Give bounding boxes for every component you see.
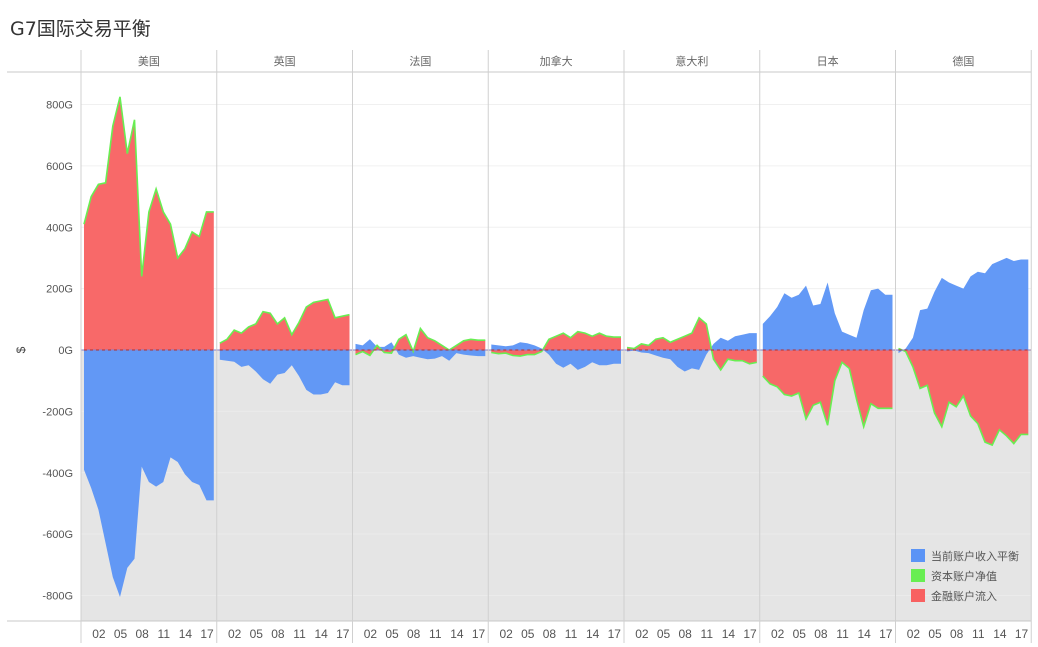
x-tick-label: 02: [635, 627, 649, 641]
x-tick-label: 11: [429, 627, 442, 641]
x-tick-label: 08: [543, 627, 557, 641]
x-tick-label: 17: [1015, 627, 1029, 641]
legend-label: 资本账户净值: [931, 569, 997, 583]
y-tick-label: -400G: [42, 468, 73, 480]
y-tick-label: -800G: [42, 591, 73, 603]
legend-swatch: [911, 589, 925, 602]
financial-account-area: [898, 348, 1029, 446]
x-tick-label: 17: [879, 627, 893, 641]
x-tick-label: 14: [857, 627, 871, 641]
capital-account-line: [83, 96, 214, 277]
x-tick-label: 05: [793, 627, 807, 641]
x-tick-label: 11: [701, 627, 714, 641]
x-tick-label: 17: [200, 627, 214, 641]
x-tick-label: 14: [586, 627, 600, 641]
frame-layer: [7, 50, 1032, 643]
x-tick-label: 11: [293, 627, 306, 641]
financial-account-area: [627, 317, 757, 370]
panel-label: 德国: [952, 54, 974, 68]
x-tick-label: 17: [472, 627, 486, 641]
financial-account-area: [84, 96, 214, 350]
panel-label: 法国: [409, 54, 431, 68]
x-tick-label: 05: [521, 627, 535, 641]
current-account-area: [762, 282, 893, 350]
x-tick-label: 05: [928, 627, 942, 641]
y-tick-label: -600G: [42, 529, 73, 541]
current-account-area: [84, 350, 214, 597]
x-tick-label: 11: [565, 627, 578, 641]
y-tick-label: 400G: [46, 222, 73, 234]
panel-label: 英国: [274, 54, 296, 68]
financial-account-area: [762, 350, 893, 427]
x-tick-label: 14: [993, 627, 1007, 641]
panel-label: 加拿大: [540, 54, 573, 68]
x-tick-label: 05: [657, 627, 671, 641]
area-layer: [81, 96, 1032, 597]
financial-account-area: [355, 328, 486, 356]
x-tick-label: 02: [499, 627, 513, 641]
y-tick-label: 600G: [46, 161, 73, 173]
x-tick-label: 17: [743, 627, 757, 641]
y-axis-label: $: [14, 346, 28, 353]
financial-account-area: [219, 299, 350, 350]
x-tick-label: 02: [907, 627, 921, 641]
y-tick-label: 200G: [46, 284, 73, 296]
capital-account-line: [626, 316, 757, 372]
x-tick-label: 08: [135, 627, 149, 641]
current-account-area: [219, 350, 350, 395]
capital-account-line: [219, 298, 350, 344]
y-tick-label: 800G: [46, 100, 73, 112]
capital-account-line: [491, 330, 621, 357]
x-tick-label: 17: [608, 627, 622, 641]
label-layer: 800G 600G 400G 200G 0G -200G -400G -600G -800G $ 美…: [14, 54, 1029, 641]
capital-account-line: [355, 326, 486, 357]
current-account-area: [898, 257, 1029, 354]
x-tick-label: 02: [228, 627, 242, 641]
x-tick-label: 05: [114, 627, 128, 641]
x-tick-label: 11: [158, 627, 171, 641]
x-tick-label: 14: [314, 627, 328, 641]
panel-label: 意大利: [675, 54, 708, 68]
x-tick-label: 14: [722, 627, 736, 641]
legend-swatch: [911, 569, 925, 582]
panel-label: 美国: [138, 55, 160, 68]
y-tick-label: 0G: [58, 345, 73, 357]
x-tick-label: 02: [364, 627, 378, 641]
x-tick-label: 11: [836, 627, 849, 641]
panel-label: 日本: [817, 54, 839, 68]
x-tick-label: 08: [814, 627, 828, 641]
legend-label: 当前账户收入平衡: [931, 549, 1019, 563]
x-tick-label: 11: [972, 627, 985, 641]
chart-title: G7国际交易平衡: [10, 18, 151, 40]
x-tick-label: 14: [450, 627, 464, 641]
x-tick-label: 14: [179, 627, 193, 641]
x-tick-label: 08: [407, 627, 421, 641]
legend-swatch: [911, 549, 925, 562]
capital-account-line: [898, 347, 1029, 447]
x-tick-label: 02: [771, 627, 785, 641]
y-tick-label: -200G: [42, 406, 73, 418]
x-tick-label: 02: [92, 627, 106, 641]
current-account-area: [491, 342, 621, 370]
x-tick-label: 08: [271, 627, 285, 641]
x-tick-label: 05: [385, 627, 399, 641]
x-tick-label: 05: [250, 627, 264, 641]
legend-label: 金融账户流入: [931, 589, 997, 603]
x-tick-label: 17: [336, 627, 350, 641]
x-tick-label: 08: [678, 627, 692, 641]
x-tick-label: 08: [950, 627, 964, 641]
capital-account-line: [762, 360, 893, 430]
current-account-area: [627, 333, 757, 372]
